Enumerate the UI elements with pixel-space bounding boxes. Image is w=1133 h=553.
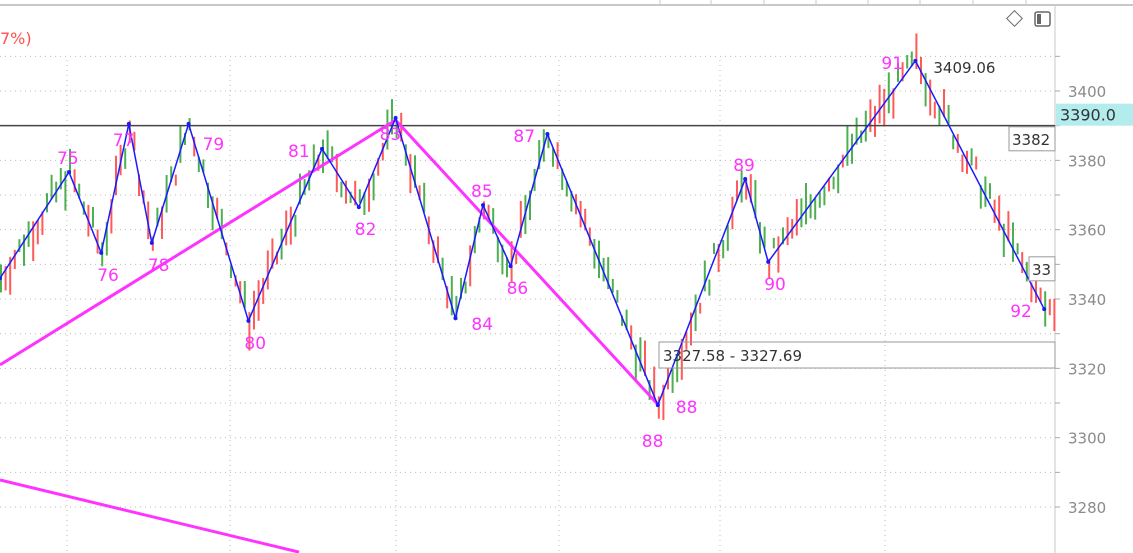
zigzag-pivot <box>186 121 191 126</box>
zigzag-pivot <box>246 318 251 323</box>
pivot-label: 80 <box>244 334 266 354</box>
pivot-label: 88 <box>676 398 698 418</box>
pivot-label: 84 <box>471 315 493 335</box>
trend-line[interactable] <box>0 478 300 553</box>
zigzag-line[interactable] <box>0 59 1045 408</box>
panel-toggle-icon[interactable] <box>1034 11 1051 27</box>
pivot-label: 77 <box>113 131 135 151</box>
price-tag-label: 33 <box>1032 261 1051 279</box>
trend-line[interactable] <box>394 119 659 406</box>
pivot-label: 88 <box>642 432 664 452</box>
zigzag-pivot <box>655 403 660 408</box>
pivot-label: 83 <box>380 125 402 145</box>
zigzag-pivot <box>453 316 458 321</box>
current-price-badge <box>1056 103 1133 126</box>
zigzag-pivot <box>393 116 398 121</box>
zigzag-pivot <box>126 121 131 126</box>
price-tag <box>1008 126 1056 152</box>
zigzag-pivot <box>356 205 361 210</box>
zigzag-pivot <box>913 58 918 63</box>
y-tick-label: 3380 <box>1068 152 1106 170</box>
y-tick-label: 3280 <box>1068 499 1106 517</box>
price-tag <box>1028 256 1056 282</box>
panel-toggle-icon-fill <box>1037 14 1041 24</box>
pivot-label: 90 <box>764 275 786 295</box>
pivot-label: 79 <box>203 135 225 155</box>
zigzag-pivot <box>99 250 104 255</box>
pivot-label: 91 <box>881 54 903 74</box>
price-tag-label: 3382 <box>1012 131 1050 149</box>
zigzag-pivot <box>320 146 324 151</box>
range-box[interactable] <box>658 341 1056 369</box>
zigzag-pivot <box>149 240 154 245</box>
pivot-label: 76 <box>97 266 119 286</box>
pivot-label: 75 <box>57 149 79 169</box>
pivot-label: 82 <box>355 220 377 240</box>
pivot-label: 86 <box>507 279 529 299</box>
zigzag-pivot <box>508 264 513 269</box>
y-tick-label: 3400 <box>1068 83 1106 101</box>
diamond-icon[interactable] <box>1006 10 1023 27</box>
range-box-label: 3327.58 - 3327.69 <box>663 347 802 365</box>
zigzag-pivot <box>766 259 771 264</box>
y-tick-label: 3340 <box>1068 291 1106 309</box>
zigzag-pivot <box>545 131 550 136</box>
pivot-label: 89 <box>733 156 755 176</box>
pivot-label: 85 <box>471 182 493 202</box>
indicator-label: 7%) <box>0 29 32 48</box>
peak-price-label: 3409.06 <box>933 59 995 77</box>
zigzag-pivot <box>67 170 71 175</box>
zigzag-pivot <box>0 276 2 281</box>
zigzag-pivot <box>743 177 748 182</box>
pivot-label: 78 <box>148 256 170 276</box>
y-tick-label: 3300 <box>1068 430 1106 448</box>
zigzag-pivot <box>1042 307 1047 312</box>
zigzag-pivot <box>481 203 485 208</box>
y-tick-label: 3360 <box>1068 222 1106 240</box>
pivot-label: 81 <box>288 142 310 162</box>
current-price-label: 3390.0 <box>1060 106 1116 125</box>
pivot-label: 92 <box>1010 302 1032 322</box>
y-tick-label: 3320 <box>1068 360 1106 378</box>
pivot-label: 87 <box>513 127 535 147</box>
